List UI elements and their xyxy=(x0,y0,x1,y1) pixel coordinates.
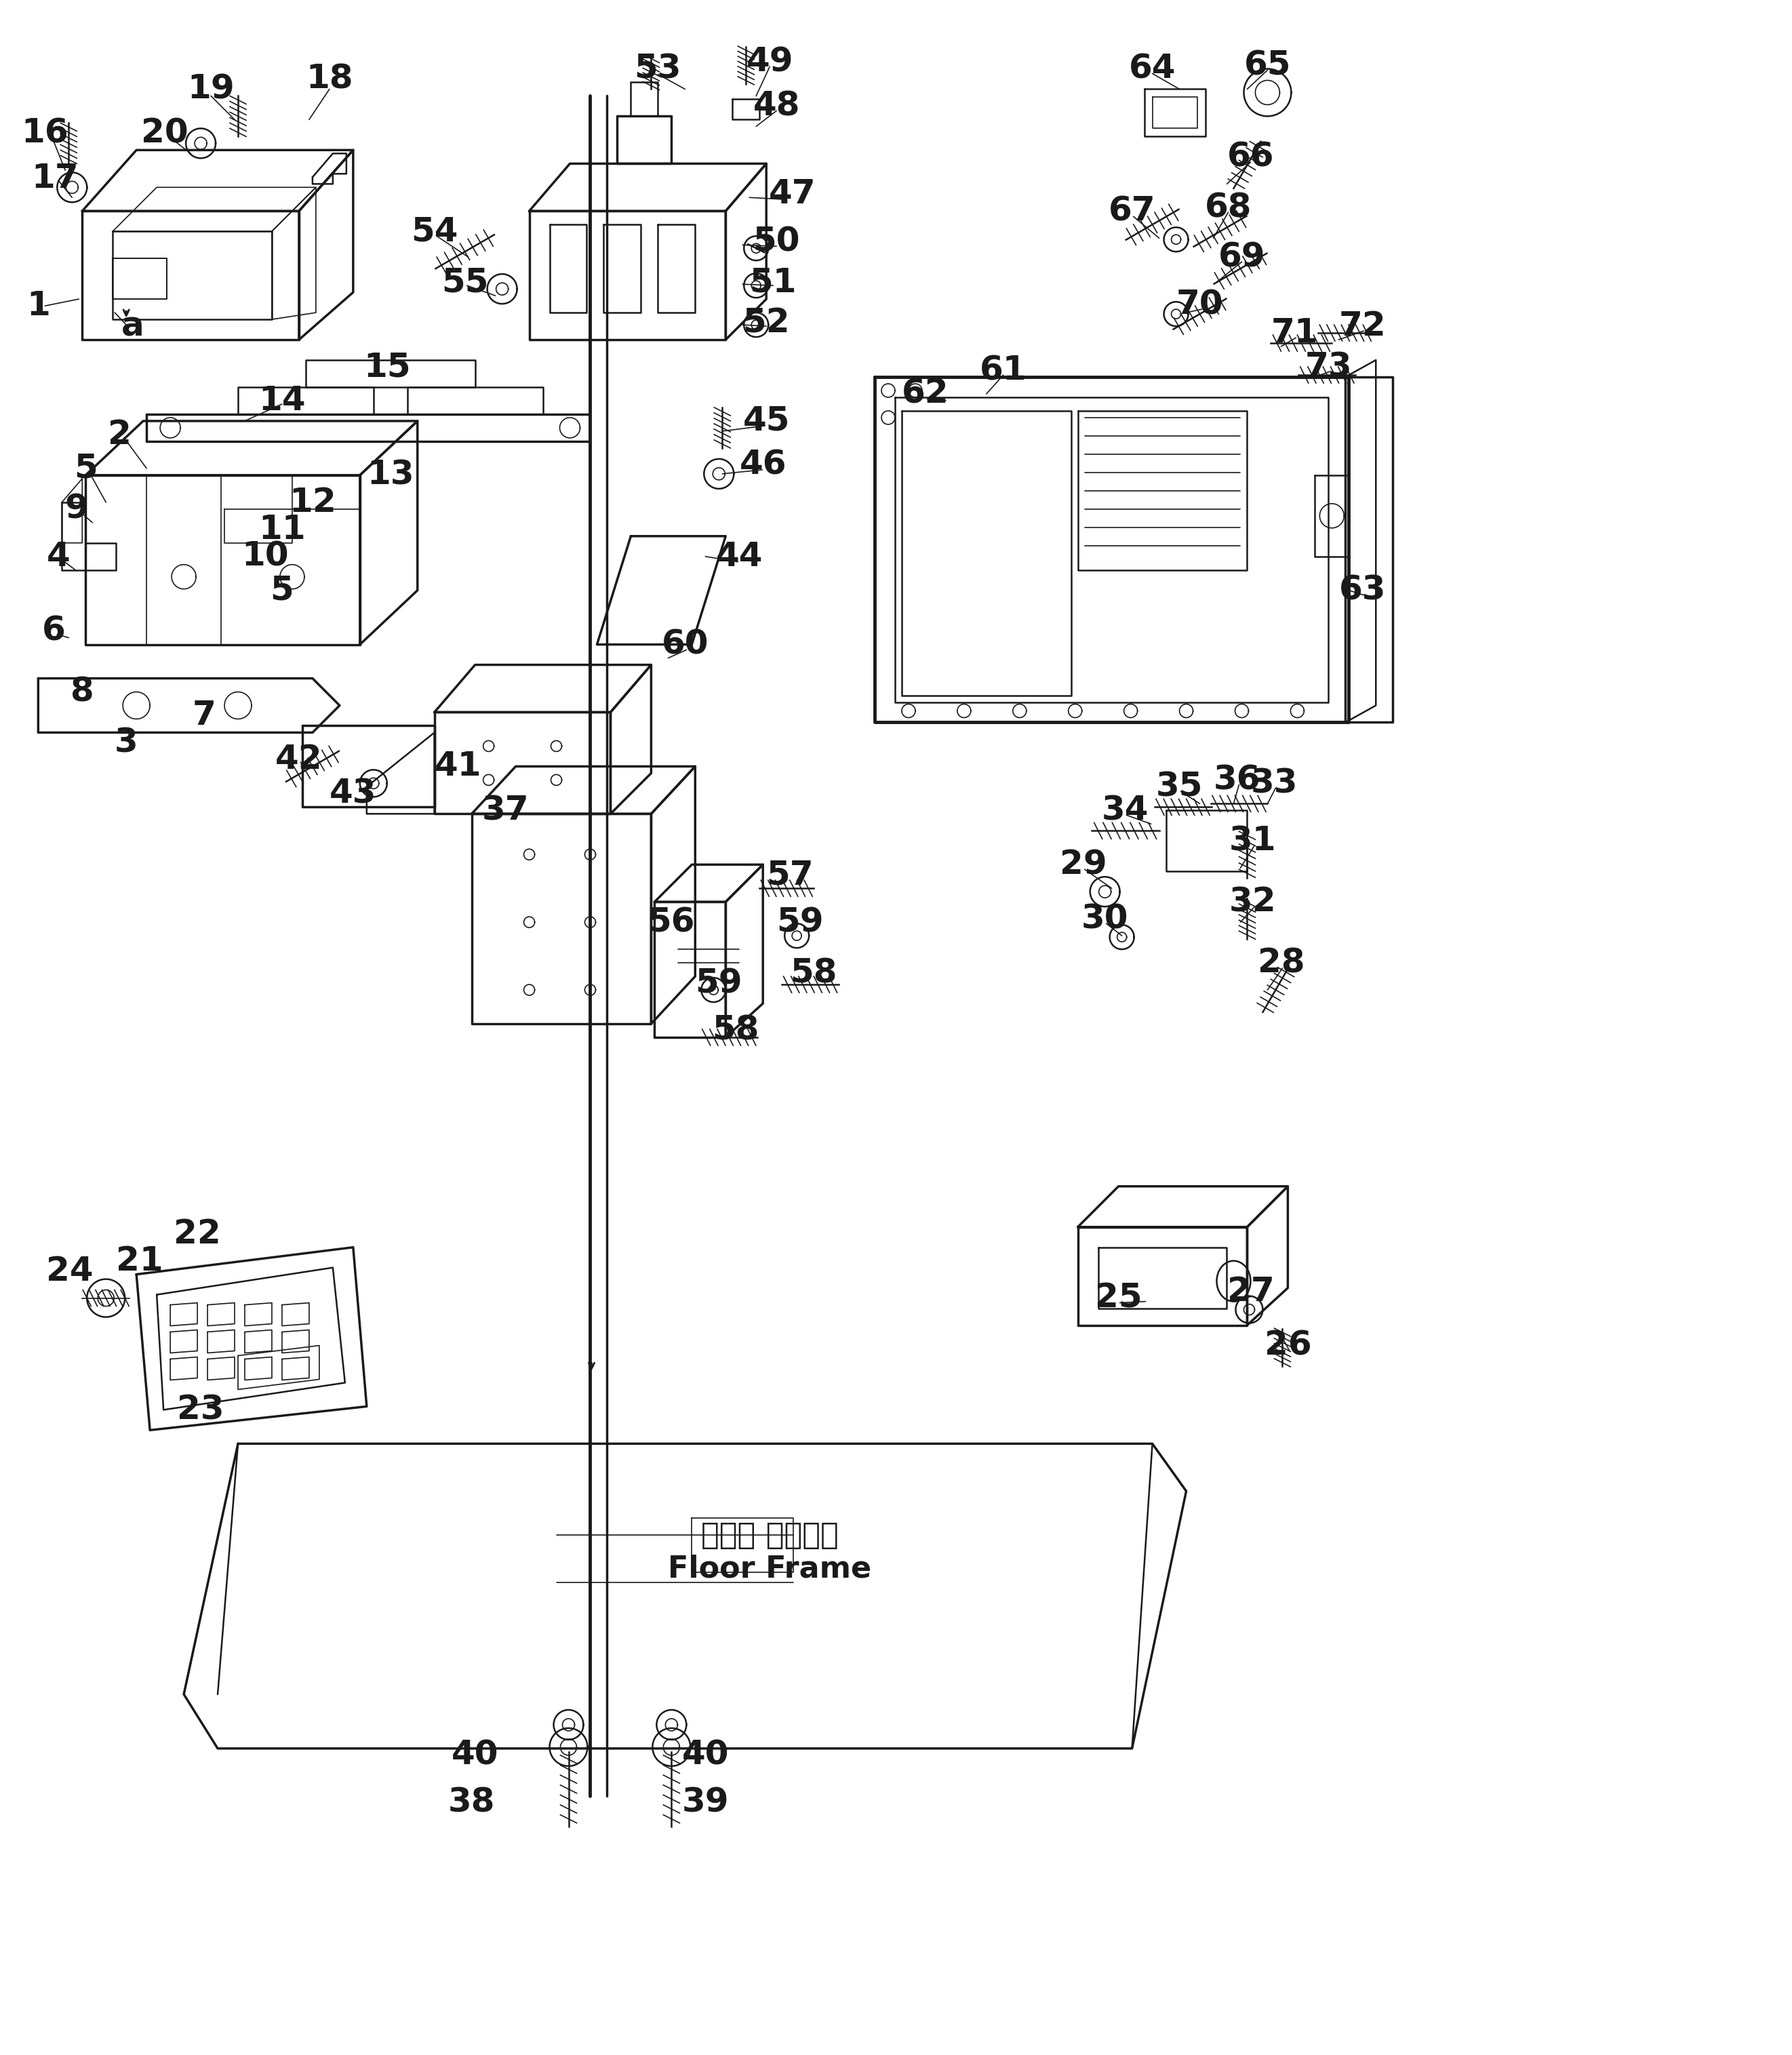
Text: 44: 44 xyxy=(715,540,763,573)
Text: 33: 33 xyxy=(1251,767,1297,799)
Text: 68: 68 xyxy=(1204,191,1253,224)
Text: 58: 58 xyxy=(790,958,837,988)
Text: 66: 66 xyxy=(1228,140,1274,173)
Text: 25: 25 xyxy=(1095,1282,1142,1315)
Text: 18: 18 xyxy=(306,64,353,95)
Text: 50: 50 xyxy=(753,226,799,257)
Text: 60: 60 xyxy=(661,629,708,662)
Text: 28: 28 xyxy=(1258,947,1305,978)
Text: 2: 2 xyxy=(108,419,131,450)
Text: 40: 40 xyxy=(452,1739,498,1771)
Text: 46: 46 xyxy=(740,448,787,481)
Text: 27: 27 xyxy=(1228,1274,1274,1307)
Text: 20: 20 xyxy=(142,117,188,150)
Text: 64: 64 xyxy=(1129,53,1176,84)
Text: 32: 32 xyxy=(1229,886,1276,919)
Text: 43: 43 xyxy=(330,777,376,810)
Text: 3: 3 xyxy=(115,725,138,758)
Text: 5: 5 xyxy=(271,573,294,606)
Text: 65: 65 xyxy=(1244,49,1290,82)
Text: 26: 26 xyxy=(1263,1330,1312,1362)
Text: 56: 56 xyxy=(649,906,695,939)
Text: 59: 59 xyxy=(776,906,824,939)
Text: 14: 14 xyxy=(258,384,306,417)
Text: 48: 48 xyxy=(753,90,799,123)
Text: 45: 45 xyxy=(742,405,790,438)
Text: 49: 49 xyxy=(745,45,794,78)
Text: 67: 67 xyxy=(1109,195,1156,228)
Text: 52: 52 xyxy=(742,306,790,339)
Text: 21: 21 xyxy=(116,1245,163,1276)
Text: 47: 47 xyxy=(769,179,815,210)
Text: 10: 10 xyxy=(242,540,289,573)
Text: 12: 12 xyxy=(289,485,337,518)
Text: 30: 30 xyxy=(1081,902,1129,935)
Text: 71: 71 xyxy=(1271,316,1319,349)
Text: 36: 36 xyxy=(1213,764,1260,795)
Text: 53: 53 xyxy=(634,53,681,84)
Text: 19: 19 xyxy=(186,72,235,105)
Text: 59: 59 xyxy=(695,966,742,999)
Text: 34: 34 xyxy=(1102,793,1149,826)
Text: 73: 73 xyxy=(1305,351,1351,382)
Text: 7: 7 xyxy=(192,699,217,732)
Text: 69: 69 xyxy=(1219,240,1265,273)
Text: 31: 31 xyxy=(1229,824,1276,857)
Text: 39: 39 xyxy=(681,1786,729,1819)
Text: 11: 11 xyxy=(258,514,306,547)
Text: 70: 70 xyxy=(1176,288,1224,321)
Text: 38: 38 xyxy=(448,1786,495,1819)
Text: 54: 54 xyxy=(410,216,459,247)
Text: 58: 58 xyxy=(711,1015,760,1046)
Text: 63: 63 xyxy=(1339,573,1385,606)
Text: 55: 55 xyxy=(441,265,489,298)
Text: 22: 22 xyxy=(174,1217,220,1249)
Text: 9: 9 xyxy=(65,493,88,526)
Text: 51: 51 xyxy=(749,265,797,298)
Text: 62: 62 xyxy=(901,378,950,411)
Text: 37: 37 xyxy=(482,793,529,826)
Text: 6: 6 xyxy=(41,614,66,647)
Text: 41: 41 xyxy=(434,750,482,783)
Text: フロア フレーム: フロア フレーム xyxy=(701,1521,839,1549)
Text: 23: 23 xyxy=(177,1393,224,1426)
Text: 35: 35 xyxy=(1156,771,1202,804)
Text: 42: 42 xyxy=(276,744,323,777)
Text: 17: 17 xyxy=(32,162,79,195)
Text: 29: 29 xyxy=(1059,849,1107,882)
Text: 24: 24 xyxy=(47,1256,93,1286)
Text: 72: 72 xyxy=(1339,310,1385,343)
Text: 8: 8 xyxy=(70,676,93,709)
Text: 61: 61 xyxy=(980,353,1027,386)
Text: 15: 15 xyxy=(364,351,410,382)
Text: 13: 13 xyxy=(367,458,414,491)
Text: 57: 57 xyxy=(767,859,814,892)
Text: 4: 4 xyxy=(47,540,70,573)
Text: 40: 40 xyxy=(681,1739,729,1771)
Text: Floor Frame: Floor Frame xyxy=(668,1554,871,1584)
Text: 1: 1 xyxy=(27,290,50,323)
Text: 16: 16 xyxy=(22,117,68,150)
Text: 5: 5 xyxy=(73,452,97,485)
Text: a: a xyxy=(122,310,145,343)
